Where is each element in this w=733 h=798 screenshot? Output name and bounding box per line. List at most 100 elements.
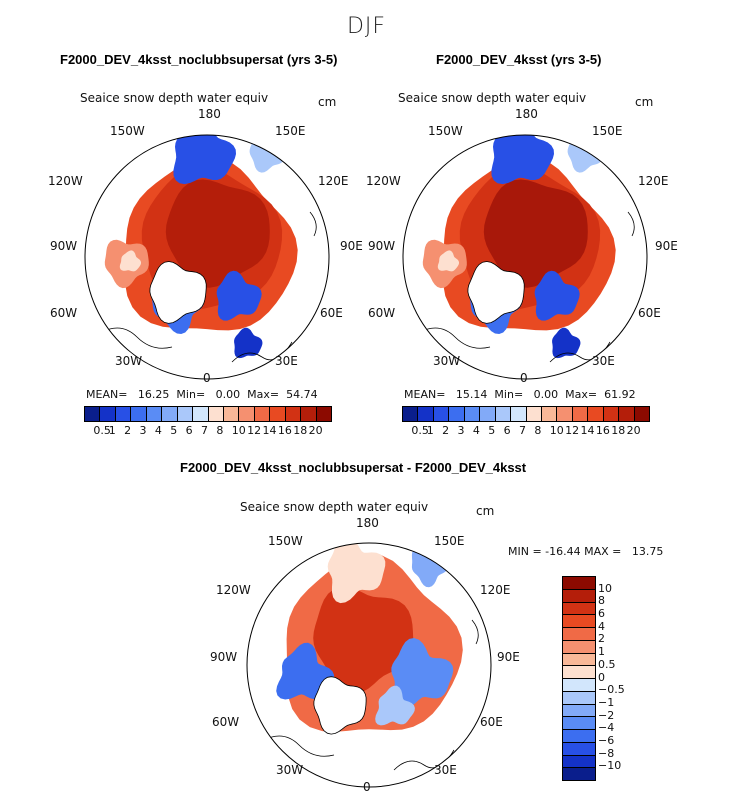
colorbar-swatch (449, 407, 465, 421)
panel1-lon-150w: 150W (110, 124, 145, 138)
colorbar-tick-label: 18 (611, 424, 626, 437)
panel2-lon-120w: 120W (366, 174, 401, 188)
colorbar-swatch (285, 407, 302, 421)
colorbar-tick-label: 12 (565, 424, 580, 437)
colorbar-swatch (563, 577, 595, 590)
colorbar-swatch (563, 653, 595, 667)
colorbar-swatch (270, 407, 286, 421)
panel1-max-label: Max= (247, 388, 280, 401)
panel3-lon-0: 0 (363, 780, 371, 794)
panel2-min: 0.00 (533, 388, 559, 401)
panel1-lon-30e: 30E (275, 354, 298, 368)
coastline (309, 211, 317, 237)
map-boundary-circle (246, 542, 492, 788)
map-boundary-circle (84, 134, 330, 380)
colorbar-tick-label: 6 (185, 424, 193, 437)
panel2-map (400, 132, 650, 382)
hudson-bay-light-field (119, 250, 141, 272)
panel1-lon-60w: 60W (50, 306, 78, 320)
panel2-lon-0: 0 (520, 371, 528, 385)
colorbar-swatch (603, 407, 620, 421)
colorbar-swatch (563, 730, 595, 743)
colorbar-tick-label: 0.5 (411, 424, 429, 437)
colorbar-tick-label: 6 (503, 424, 511, 437)
coastline (471, 619, 479, 645)
colorbar-swatch (563, 615, 595, 628)
colorbar-tick-label: 20 (626, 424, 641, 437)
colorbar-swatch (131, 407, 147, 421)
colorbar-swatch (85, 407, 101, 421)
panel2-lon-30e: 30E (592, 354, 615, 368)
colorbar-tick-label: 4 (598, 619, 605, 633)
colorbar-tick-label: 0 (598, 670, 605, 684)
panel2-lon-150w: 150W (428, 124, 463, 138)
colorbar-swatch (511, 407, 527, 421)
colorbar-tick-label: 8 (534, 424, 542, 437)
season-title: DJF (346, 14, 387, 39)
panel2-max-label: Max= (565, 388, 598, 401)
panel3-lon-30w: 30W (276, 763, 304, 777)
barents-blue-field (534, 270, 580, 321)
sea-ice-core-field (165, 179, 270, 288)
panel3-lon-120w: 120W (216, 583, 251, 597)
colorbar-tick-label: 1 (598, 645, 605, 659)
colorbar-swatch (403, 407, 419, 421)
colorbar-tick-label: 7 (519, 424, 526, 437)
colorbar-swatch (162, 407, 178, 421)
colorbar-swatch (563, 666, 595, 679)
colorbar-swatch (563, 628, 595, 641)
panel1-min-label: Min= (176, 388, 206, 401)
colorbar-tick-label: 10 (598, 581, 612, 595)
colorbar-swatch (563, 691, 595, 705)
colorbar-swatch (563, 768, 595, 780)
colorbar-swatch (526, 407, 542, 421)
panel2-title: F2000_DEV_4ksst (yrs 3-5) (436, 52, 602, 67)
colorbar-tick-label: 2 (442, 424, 450, 437)
panel1-map (82, 132, 332, 382)
barents-blue-field (216, 270, 262, 321)
panel2-colorbar (402, 406, 650, 422)
panel1-lon-0: 0 (203, 371, 211, 385)
panel3-lon-90w: 90W (210, 650, 238, 664)
diff-negative-west (276, 642, 335, 700)
panel1-title: F2000_DEV_4ksst_noclubbsupersat (yrs 3-5… (60, 52, 338, 67)
map-boundary-circle (402, 134, 648, 380)
colorbar-tick-label: 3 (457, 424, 465, 437)
coastline (101, 327, 173, 349)
diff-pacific-field (327, 543, 386, 604)
colorbar-swatch (563, 602, 595, 616)
colorbar-tick-label: 18 (293, 424, 308, 437)
colorbar-tick-label: −1 (598, 695, 615, 709)
colorbar-tick-label: 10 (231, 424, 246, 437)
pacific-blue-field (173, 135, 236, 185)
colorbar-swatch (563, 679, 595, 692)
colorbar-tick-label: 10 (549, 424, 564, 437)
colorbar-swatch (223, 407, 240, 421)
colorbar-swatch (634, 407, 649, 421)
panel1-colorbar (84, 406, 332, 422)
panel3-map (244, 540, 494, 790)
colorbar-tick-label: −8 (598, 746, 615, 760)
colorbar-tick-label: −4 (598, 721, 615, 735)
diff-barents-field (375, 685, 415, 726)
colorbar-tick-label: 7 (201, 424, 208, 437)
colorbar-tick-label: 2 (598, 632, 605, 646)
colorbar-tick-label: 6 (598, 607, 605, 621)
colorbar-swatch (495, 407, 512, 421)
panel3-lon-30e: 30E (434, 763, 457, 777)
colorbar-swatch (146, 407, 163, 421)
panel3-subtitle: Seaice snow depth water equiv (240, 500, 429, 514)
colorbar-tick-label: 14 (262, 424, 277, 437)
colorbar-swatch (563, 589, 595, 603)
colorbar-tick-label: 4 (154, 424, 162, 437)
panel1-min: 0.00 (215, 388, 241, 401)
panel2-max: 61.92 (604, 388, 636, 401)
panel2-lon-60e: 60E (638, 306, 661, 320)
colorbar-tick-label: −10 (598, 759, 622, 773)
colorbar-tick-label: 8 (598, 594, 605, 608)
panel2-lon-150e: 150E (592, 124, 623, 138)
colorbar-tick-label: 5 (488, 424, 496, 437)
colorbar-swatch (177, 407, 194, 421)
colorbar-tick-label: 16 (595, 424, 610, 437)
panel1-mean: 16.25 (137, 388, 170, 401)
